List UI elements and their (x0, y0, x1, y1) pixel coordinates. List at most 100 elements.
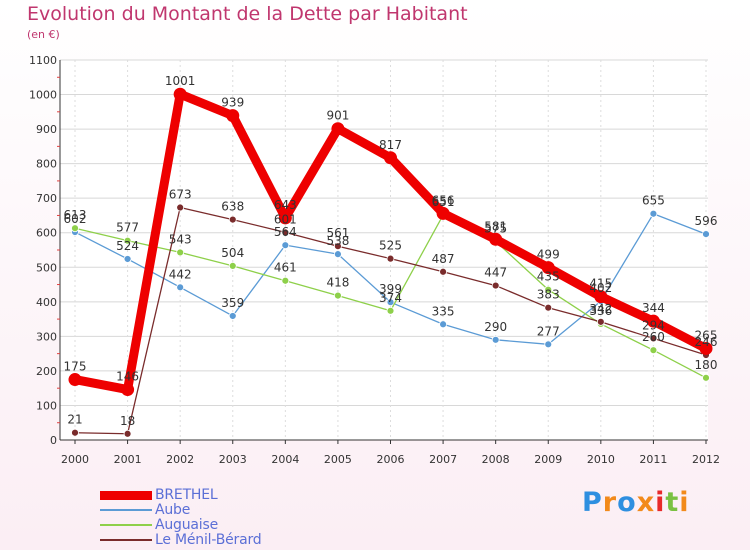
data-label: 290 (484, 320, 507, 334)
series-point-0 (331, 122, 345, 136)
data-label: 651 (432, 195, 455, 209)
y-tick-label: 800 (36, 158, 57, 171)
x-tick-label: 2006 (377, 453, 405, 466)
data-label: 294 (642, 318, 665, 332)
x-tick-label: 2008 (482, 453, 510, 466)
y-tick-label: 1000 (29, 89, 57, 102)
data-label: 418 (326, 276, 349, 290)
x-tick-label: 2012 (692, 453, 720, 466)
series-point-0 (489, 232, 503, 246)
y-tick-label: 700 (36, 192, 57, 205)
data-label: 577 (116, 221, 139, 235)
series-point-3 (596, 317, 605, 326)
data-label: 543 (169, 232, 192, 246)
series-point-0 (278, 211, 292, 225)
data-label: 344 (642, 301, 665, 315)
data-label: 335 (432, 304, 455, 318)
data-label: 342 (589, 302, 612, 316)
legend-label: Auguaise (155, 517, 218, 533)
legend-swatch (100, 490, 152, 500)
data-label: 260 (642, 330, 665, 344)
data-label: 246 (695, 335, 718, 349)
series-point-1 (544, 340, 553, 349)
x-tick-label: 2011 (639, 453, 667, 466)
data-label: 561 (326, 226, 349, 240)
data-label: 939 (221, 96, 244, 110)
data-label: 673 (169, 188, 192, 202)
series-point-1 (491, 335, 500, 344)
series-point-2 (176, 248, 185, 257)
series-point-1 (334, 250, 342, 259)
x-tick-label: 2005 (324, 453, 352, 466)
y-tick-label: 0 (50, 434, 57, 447)
data-label: 564 (274, 225, 297, 239)
series-point-3 (439, 267, 447, 276)
x-tick-label: 2002 (166, 453, 194, 466)
series-point-2 (334, 291, 342, 300)
series-point-2 (702, 373, 710, 382)
data-label: 525 (379, 239, 402, 253)
data-label: 415 (589, 277, 612, 291)
data-label: 643 (274, 198, 297, 212)
series-point-0 (173, 87, 187, 101)
series-point-0 (541, 261, 555, 275)
data-label: 581 (484, 219, 507, 233)
data-label: 374 (379, 291, 402, 305)
data-label: 575 (484, 221, 507, 235)
data-label: 146 (116, 370, 139, 384)
logo-letter: t (665, 487, 680, 518)
series-point-3 (123, 429, 132, 438)
legend-label: Aube (155, 502, 191, 518)
data-label: 21 (67, 413, 82, 427)
data-label: 524 (116, 239, 139, 253)
x-tick-label: 2000 (61, 453, 89, 466)
x-tick-label: 2010 (587, 453, 615, 466)
data-label: 18 (120, 414, 135, 428)
y-tick-label: 600 (36, 227, 57, 240)
data-label: 461 (274, 261, 297, 275)
data-label: 596 (695, 214, 718, 228)
data-label: 175 (64, 360, 87, 374)
data-label: 399 (379, 282, 402, 296)
series-point-1 (228, 312, 237, 320)
series-point-2 (386, 306, 395, 315)
series-point-0 (226, 109, 240, 123)
series-point-0 (384, 151, 397, 165)
series-point-0 (699, 341, 713, 355)
data-label: 447 (484, 266, 507, 280)
proxiti-logo: Proxiti (582, 487, 690, 518)
series-point-2 (544, 285, 553, 294)
series-point-0 (436, 206, 450, 220)
data-label: 265 (695, 328, 718, 342)
chart-subtitle: (en €) (27, 28, 60, 41)
series-point-3 (544, 303, 553, 312)
y-tick-label: 500 (36, 261, 57, 274)
series-point-3 (71, 428, 79, 437)
data-label: 1001 (165, 74, 196, 88)
logo-letter: x (636, 487, 656, 518)
y-tick-label: 400 (36, 296, 57, 309)
x-tick-label: 2007 (429, 453, 457, 466)
series-point-1 (281, 241, 290, 250)
data-label: 442 (169, 267, 192, 281)
legend-item: BRETHEL (100, 487, 218, 503)
y-tick-label: 100 (36, 399, 57, 412)
legend-label: BRETHEL (155, 487, 218, 503)
series-point-1 (176, 283, 185, 292)
series-point-2 (123, 236, 132, 245)
series-point-3 (334, 242, 342, 251)
series-point-1 (439, 320, 447, 329)
x-tick-label: 2003 (219, 453, 247, 466)
series-point-0 (646, 314, 660, 328)
data-label: 602 (64, 212, 87, 226)
data-label: 656 (432, 193, 455, 207)
series-point-3 (386, 254, 395, 263)
legend-swatch (100, 539, 152, 541)
logo-letter: i (655, 487, 666, 518)
series-point-3 (176, 203, 185, 212)
data-label: 402 (589, 281, 612, 295)
y-tick-label: 1100 (29, 54, 57, 67)
y-tick-label: 200 (36, 365, 57, 378)
data-label: 901 (326, 109, 349, 123)
